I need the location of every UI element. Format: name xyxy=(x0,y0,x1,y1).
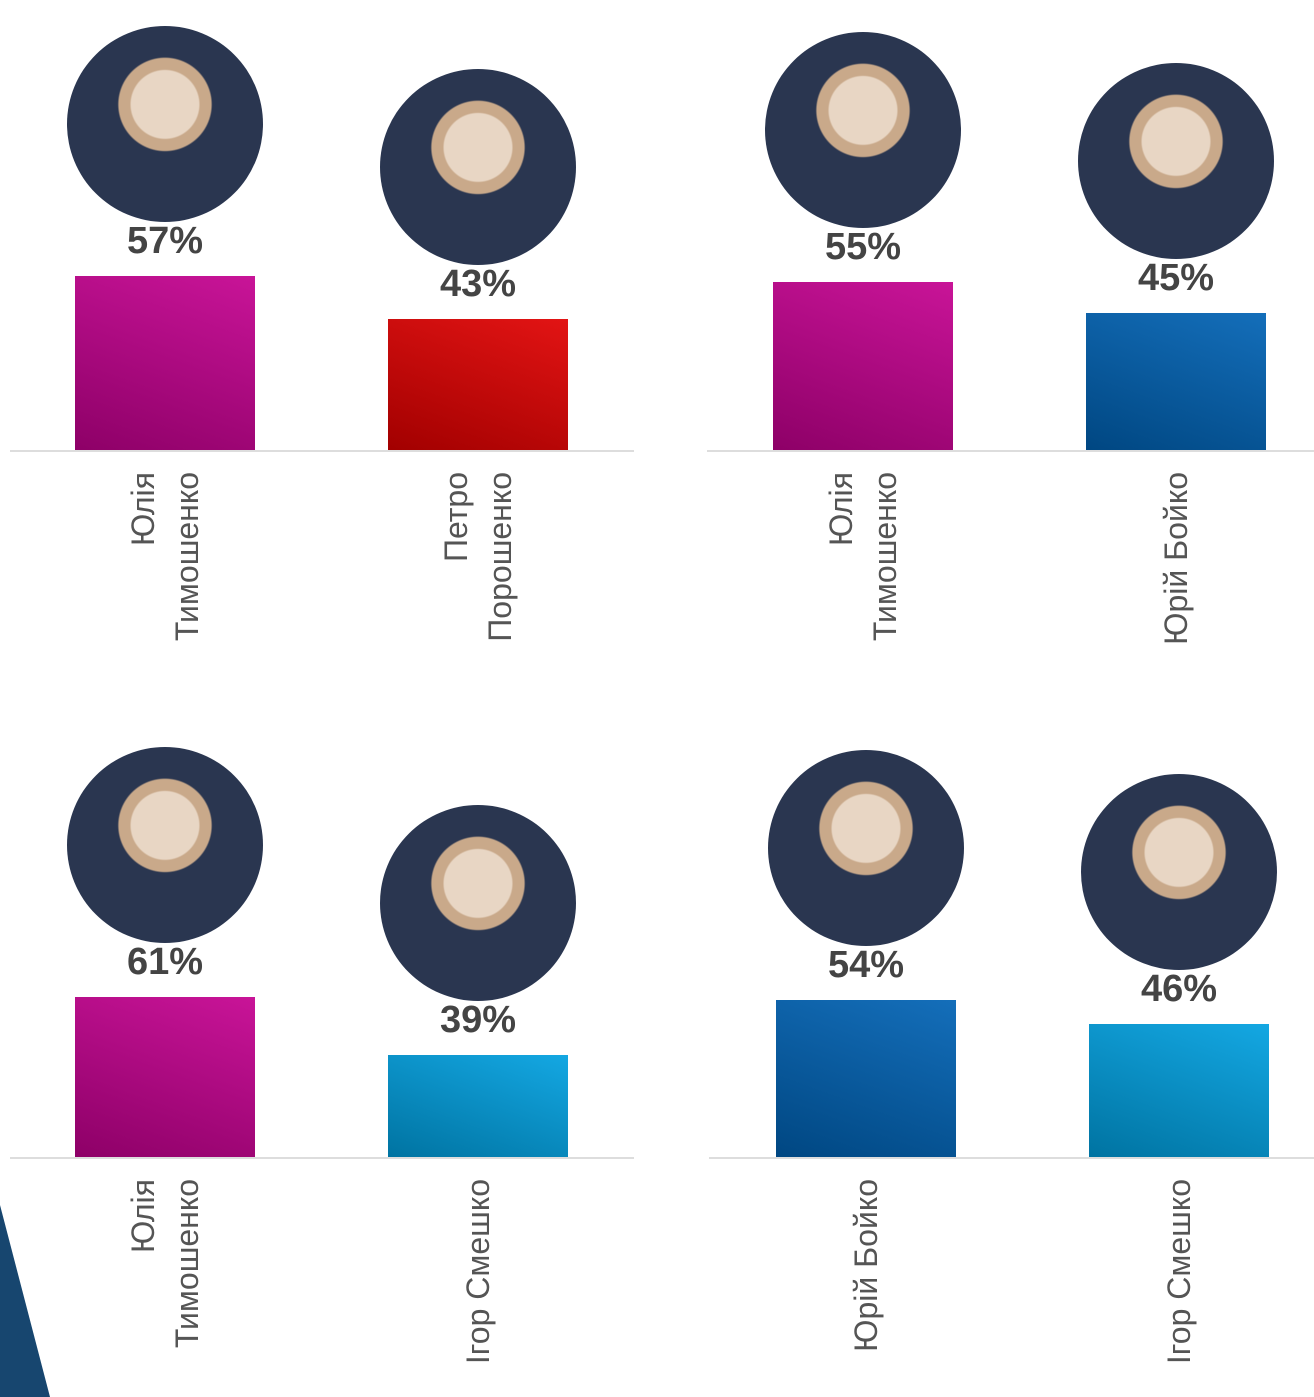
candidate-photo xyxy=(380,804,576,1001)
value-label: 57% xyxy=(126,220,204,263)
bar xyxy=(1086,312,1266,450)
candidate-photo xyxy=(768,750,964,947)
value-label: 61% xyxy=(126,941,204,984)
candidate-photo xyxy=(765,32,961,229)
baseline xyxy=(10,450,634,452)
value-label: 54% xyxy=(827,944,905,987)
bar xyxy=(773,282,953,450)
decoration xyxy=(0,1205,50,1397)
category-label: Юлія Тимошенко xyxy=(125,472,205,642)
category-label: Юрій Бойко xyxy=(848,1179,884,1352)
category-label: Юлія Тимошенко xyxy=(125,1179,205,1349)
category-label: Юрій Бойко xyxy=(1158,472,1194,645)
bar xyxy=(75,997,255,1157)
candidate-photo xyxy=(67,26,263,223)
baseline xyxy=(10,1157,634,1159)
corner-shape xyxy=(0,1205,50,1397)
value-label: 55% xyxy=(824,226,902,269)
bar xyxy=(1089,1023,1269,1157)
category-label: Ігор Смешко xyxy=(1161,1179,1197,1365)
candidate-photo xyxy=(67,747,263,944)
bar xyxy=(388,318,568,450)
value-label: 39% xyxy=(439,998,517,1041)
baseline xyxy=(709,1157,1314,1159)
category-label: Петро Порошенко xyxy=(438,472,518,642)
value-label: 45% xyxy=(1137,256,1215,299)
candidate-photo xyxy=(1078,62,1274,259)
category-label: Юлія Тимошенко xyxy=(823,472,903,642)
candidate-photo xyxy=(380,68,576,265)
bar xyxy=(776,1000,956,1157)
candidate-photo xyxy=(1081,773,1277,970)
category-label: Ігор Смешко xyxy=(460,1179,496,1365)
bar xyxy=(388,1054,568,1157)
value-label: 43% xyxy=(439,262,517,305)
bar xyxy=(75,276,255,450)
baseline xyxy=(707,450,1314,452)
value-label: 46% xyxy=(1140,967,1218,1010)
